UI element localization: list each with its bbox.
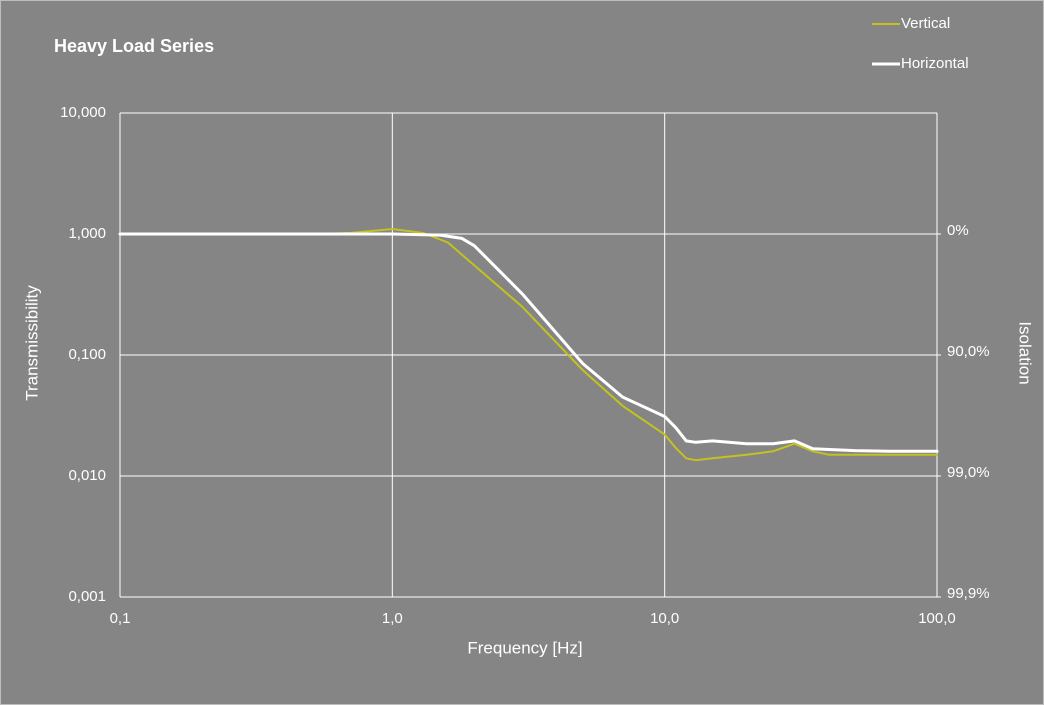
y-tick-label: 0,001	[68, 588, 106, 605]
x-tick-label: 1,0	[382, 610, 403, 627]
y2-tick-label: 90,0%	[947, 343, 990, 360]
x-tick-label: 10,0	[650, 610, 679, 627]
y-tick-label: 1,000	[68, 225, 106, 242]
chart-title: Heavy Load Series	[54, 36, 214, 56]
y-tick-label: 0,010	[68, 467, 106, 484]
legend-label: Horizontal	[901, 55, 969, 72]
y-tick-label: 10,000	[60, 104, 106, 121]
x-axis-title: Frequency [Hz]	[467, 638, 582, 657]
x-tick-label: 0,1	[110, 610, 131, 627]
series-line	[119, 228, 938, 462]
y2-tick-label: 99,9%	[947, 585, 990, 602]
y-tick-label: 0,100	[68, 346, 106, 363]
x-tick-label: 100,0	[918, 610, 956, 627]
y2-tick-label: 0%	[947, 222, 969, 239]
legend-label: Vertical	[901, 15, 950, 32]
y2-tick-label: 99,0%	[947, 464, 990, 481]
y2-axis-title: Isolation	[1016, 321, 1035, 384]
y-axis-title: Transmissibility	[22, 285, 41, 401]
series-line	[118, 232, 939, 453]
